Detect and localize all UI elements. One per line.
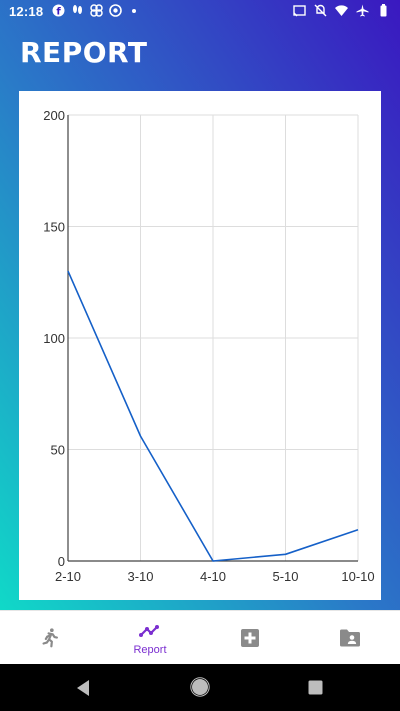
chart-tick-labels: 0 50 100 150 200 2-10 3-10 4-10 5-10 10-10 bbox=[43, 108, 374, 584]
notification-dot-icon bbox=[132, 8, 136, 13]
report-line-chart: 0 50 100 150 200 2-10 3-10 4-10 5-10 10-10 bbox=[43, 108, 374, 584]
series-line-0 bbox=[67, 270, 359, 562]
mute-icon bbox=[314, 4, 327, 17]
chart-grid bbox=[67, 114, 359, 562]
nav-item-profile[interactable] bbox=[300, 611, 400, 665]
bottom-navigation: Report bbox=[0, 610, 400, 665]
battery-icon bbox=[380, 4, 387, 17]
wifi-icon bbox=[335, 5, 348, 16]
x-tick-label: 10-10 bbox=[341, 569, 374, 584]
trending-up-icon bbox=[139, 624, 159, 637]
report-chart-card: 0 50 100 150 200 2-10 3-10 4-10 5-10 10-10 bbox=[19, 91, 381, 600]
running-icon bbox=[42, 628, 58, 648]
nav-item-report[interactable]: Report bbox=[100, 611, 200, 665]
cast-icon bbox=[293, 5, 306, 17]
status-right-icons bbox=[293, 4, 390, 17]
page-title: REPORT bbox=[20, 36, 148, 69]
status-time: 12:18 bbox=[9, 4, 44, 19]
svg-text:f: f bbox=[56, 7, 61, 18]
contact-folder-icon bbox=[340, 629, 360, 647]
pinwheel-icon bbox=[90, 4, 103, 17]
status-bar: 12:18 f bbox=[0, 0, 400, 24]
y-tick-label: 200 bbox=[43, 108, 65, 123]
nav-item-activity[interactable] bbox=[0, 611, 100, 665]
airplane-icon bbox=[356, 4, 369, 17]
y-tick-label: 100 bbox=[43, 331, 65, 346]
chart-series bbox=[67, 270, 359, 562]
x-tick-label: 2-10 bbox=[55, 569, 81, 584]
back-icon[interactable] bbox=[75, 679, 91, 697]
add-box-icon bbox=[241, 629, 259, 647]
facebook-icon: f bbox=[52, 4, 65, 17]
status-left-icons: f bbox=[52, 4, 136, 17]
y-tick-label: 150 bbox=[43, 220, 65, 235]
recents-icon[interactable] bbox=[308, 680, 323, 695]
nav-label-report: Report bbox=[133, 643, 167, 656]
home-icon[interactable] bbox=[190, 677, 210, 697]
y-tick-label: 0 bbox=[58, 554, 65, 569]
fitness-icon bbox=[73, 5, 82, 14]
target-icon bbox=[109, 4, 122, 17]
x-tick-label: 5-10 bbox=[272, 569, 298, 584]
y-tick-label: 50 bbox=[51, 443, 65, 458]
x-tick-label: 4-10 bbox=[200, 569, 226, 584]
x-tick-label: 3-10 bbox=[127, 569, 153, 584]
nav-item-add[interactable] bbox=[200, 611, 300, 665]
system-navigation-bar bbox=[0, 664, 400, 711]
